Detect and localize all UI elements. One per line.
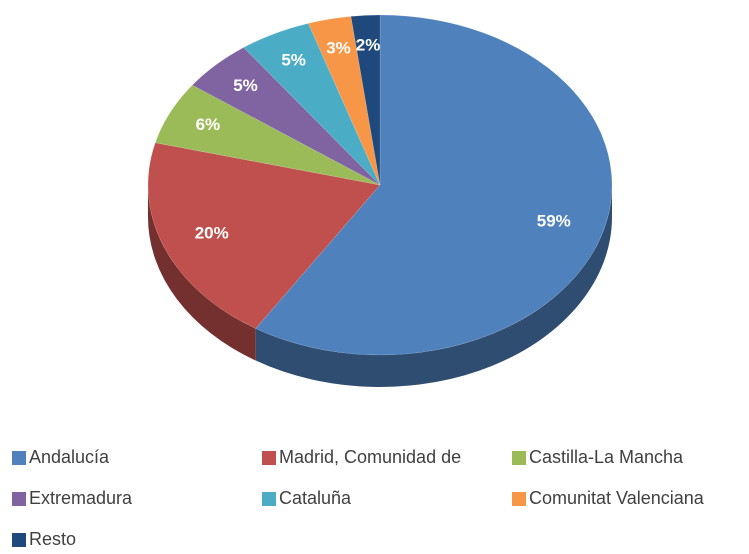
data-label: 5% xyxy=(281,50,306,69)
data-label: 3% xyxy=(326,38,351,57)
legend-label: Comunitat Valenciana xyxy=(529,488,705,508)
legend-label: Resto xyxy=(29,529,76,549)
legend-swatch xyxy=(12,533,26,547)
data-label: 20% xyxy=(195,223,229,242)
slice-side xyxy=(148,185,256,361)
data-label: 6% xyxy=(196,115,221,134)
slice xyxy=(307,16,381,186)
legend-swatch xyxy=(12,492,26,506)
legend-swatch xyxy=(12,451,26,465)
legend-label: Madrid, Comunidad de xyxy=(279,447,461,467)
data-label: 5% xyxy=(233,76,258,95)
legend-swatch xyxy=(262,451,276,465)
legend-swatch xyxy=(512,451,526,465)
slice xyxy=(147,142,381,329)
slice xyxy=(243,23,381,186)
legend-swatch xyxy=(262,492,276,506)
slice-side xyxy=(255,185,613,387)
legend-label: Cataluña xyxy=(279,488,352,508)
legend-swatch xyxy=(512,492,526,506)
legend-label: Andalucía xyxy=(29,447,110,467)
slice xyxy=(154,84,381,186)
legend-label: Extremadura xyxy=(29,488,133,508)
legend-label: Castilla-La Mancha xyxy=(529,447,684,467)
data-label: 59% xyxy=(537,211,571,230)
slice xyxy=(255,14,613,356)
data-label: 2% xyxy=(356,35,381,54)
slice xyxy=(191,47,381,186)
slice xyxy=(350,14,381,186)
